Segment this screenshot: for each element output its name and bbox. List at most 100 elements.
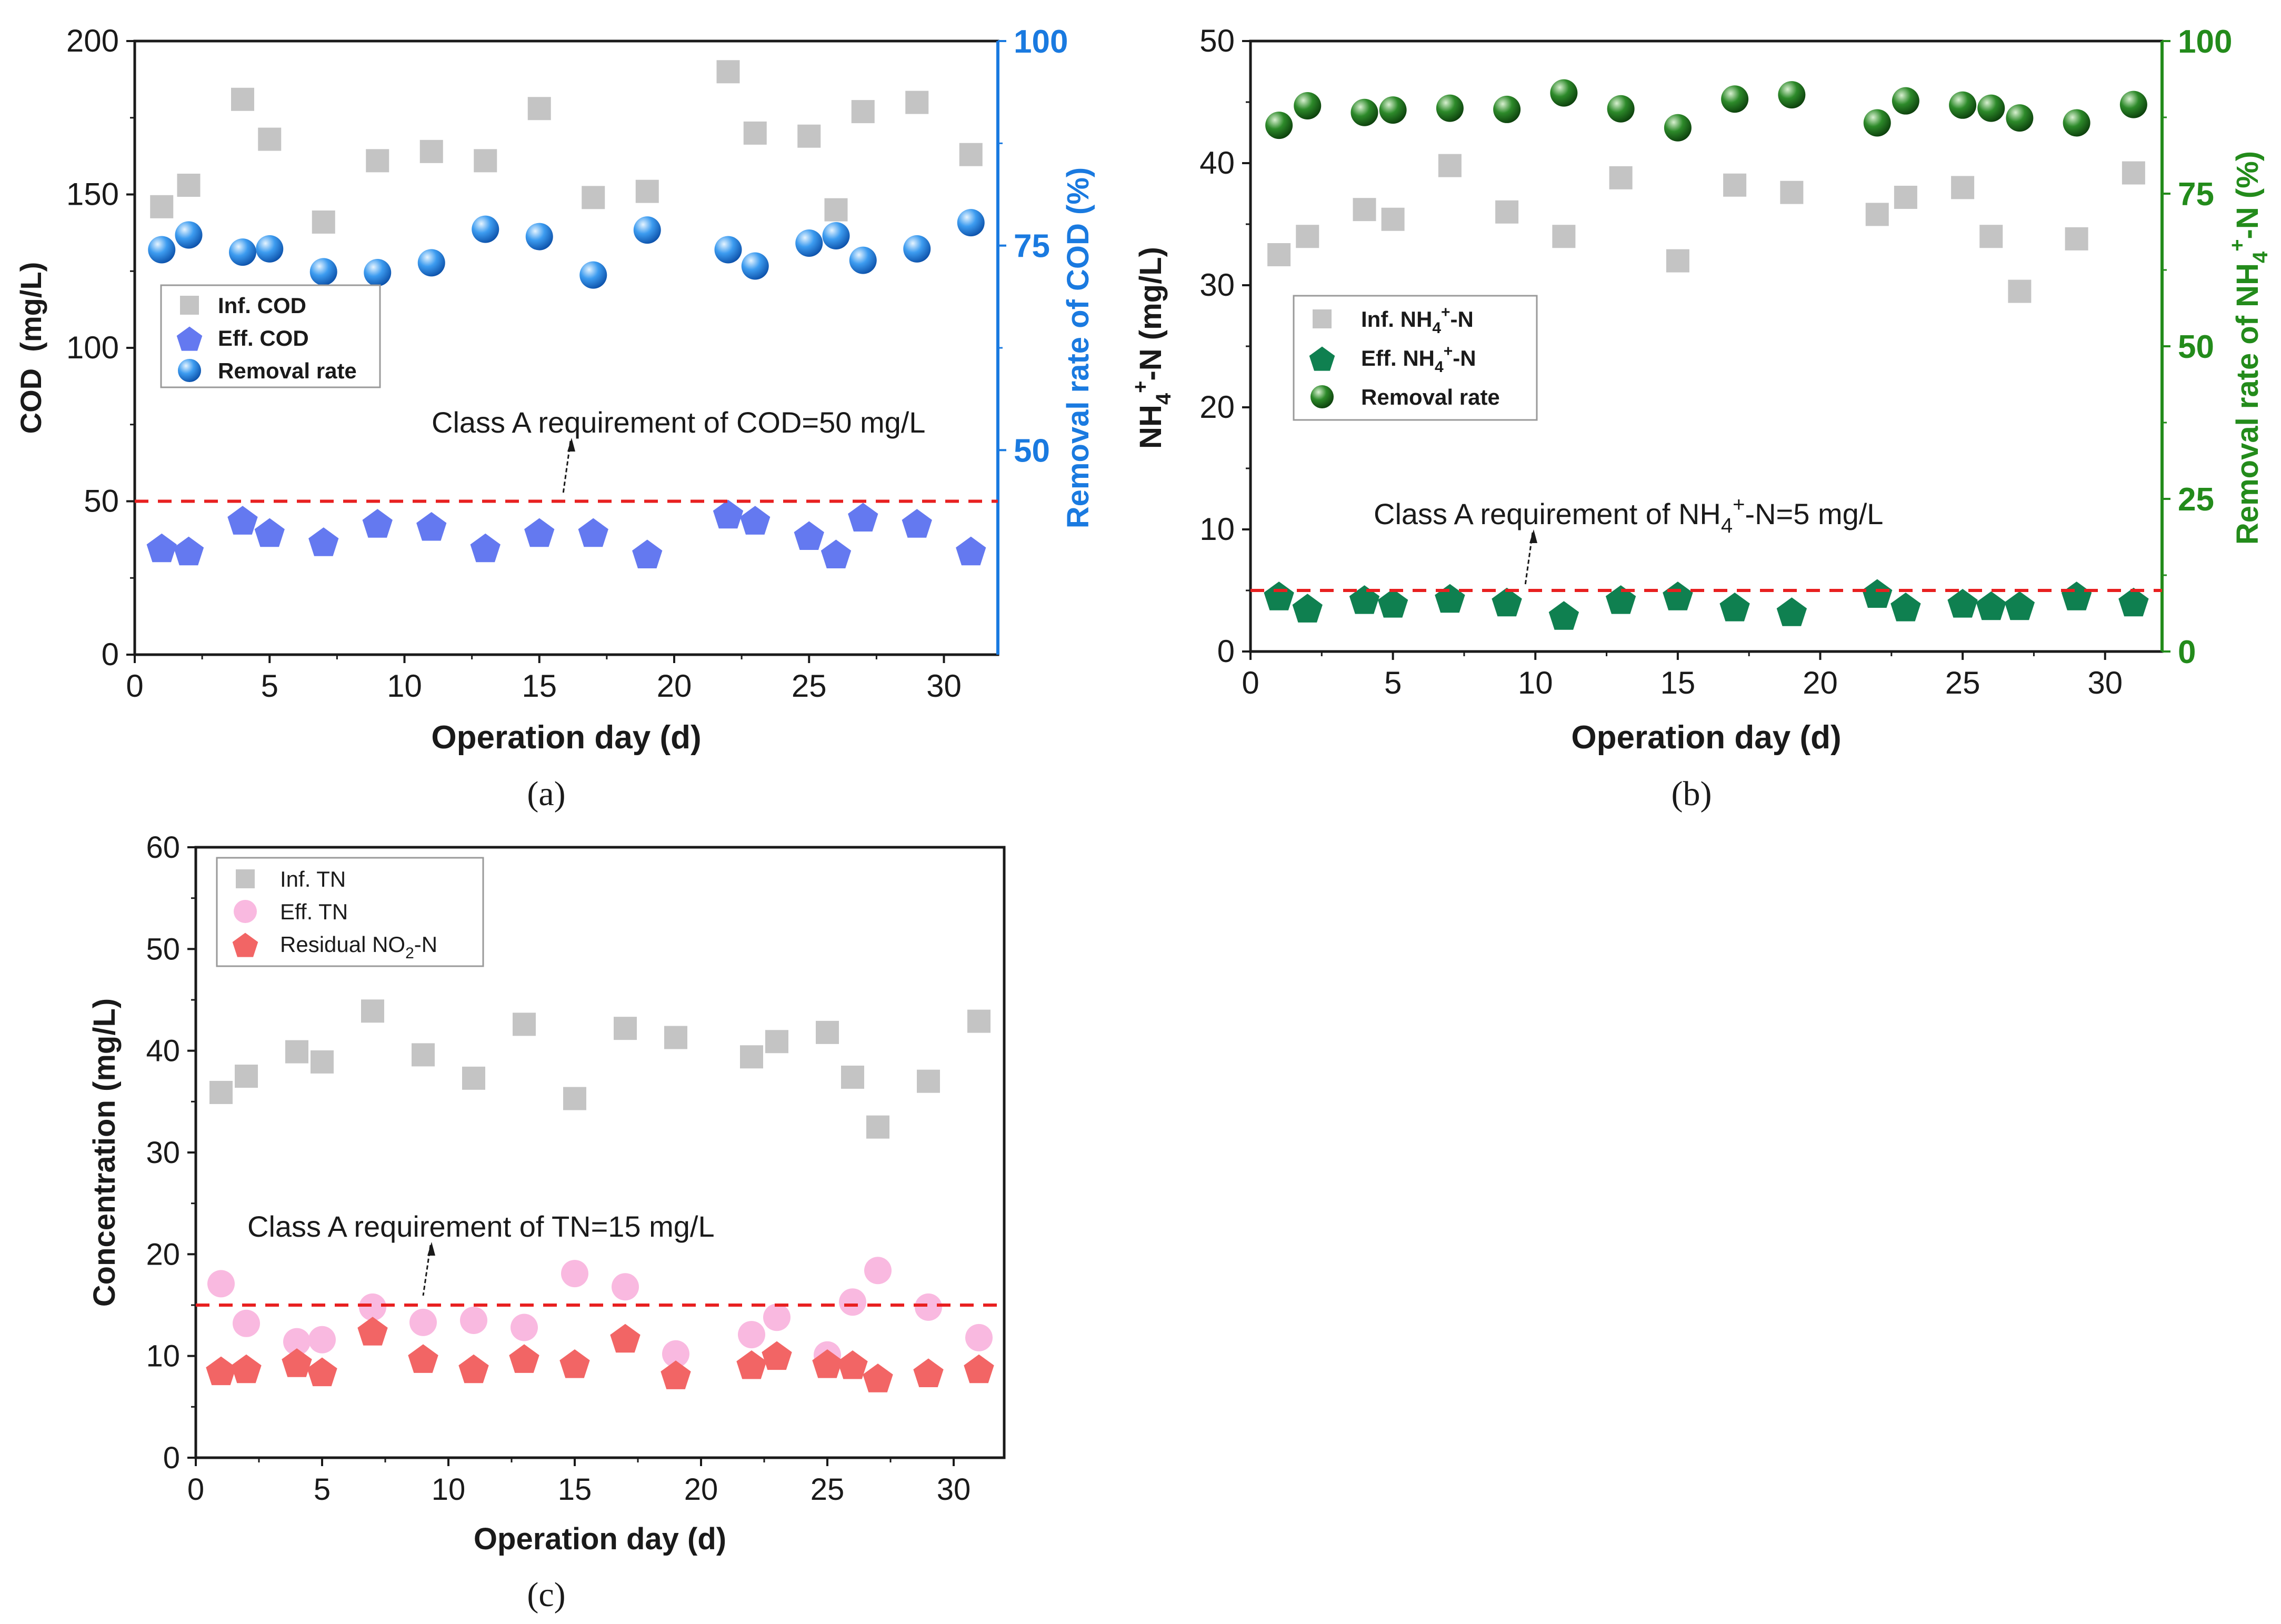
data-point-square — [462, 1066, 485, 1090]
data-point-sphere — [364, 258, 392, 286]
y2-tick-label: 25 — [2178, 482, 2214, 518]
y-tick-label: 50 — [146, 932, 180, 966]
data-point-sphere — [1977, 94, 2005, 122]
y2-tick-label: 100 — [1014, 24, 1068, 60]
y2-tick-label: 75 — [1014, 228, 1050, 265]
panel-label: (a) — [527, 775, 565, 813]
x-tick-label: 10 — [387, 668, 422, 704]
y-tick-label: 20 — [1199, 389, 1235, 425]
x-tick-label: 30 — [937, 1472, 971, 1507]
data-point-pentagon — [1947, 589, 1978, 618]
svg-text:NH4+-N (mg/L): NH4+-N (mg/L) — [1129, 247, 1175, 449]
data-point-sphere — [525, 223, 553, 250]
legend-label: Inf. COD — [218, 293, 306, 318]
data-point-square — [1296, 225, 1319, 248]
y-tick-label: 150 — [66, 177, 119, 212]
y2-tick-label: 0 — [2178, 634, 2196, 670]
y2-tick-label: 50 — [1014, 433, 1050, 469]
panel-c: 0 5 10 15 20 25 30 0 10 20 30 40 50 60 Operation day … — [87, 830, 1006, 1614]
data-point-pentagon — [2061, 582, 2092, 610]
x-tick-label: 25 — [1945, 665, 1980, 700]
data-point-square — [1267, 243, 1291, 266]
data-point-square — [412, 1043, 435, 1067]
data-point-square — [311, 1050, 334, 1074]
data-point-pentagon — [1435, 584, 1465, 613]
data-point-square — [967, 1009, 991, 1033]
data-point-circle — [612, 1273, 639, 1301]
legend-label: Eff. NH4+-N — [1361, 343, 1476, 376]
limit-arrow — [422, 1242, 435, 1296]
data-point-sphere — [256, 235, 284, 263]
data-point-square — [740, 1045, 763, 1069]
data-point-pentagon — [1976, 591, 2006, 620]
x-axis-title: Operation day (d) — [1571, 719, 1841, 756]
data-point-pentagon — [509, 1344, 539, 1373]
legend-marker-square — [180, 296, 199, 315]
data-point-pentagon — [524, 518, 555, 547]
data-point-square — [527, 97, 551, 121]
limit-annotation: Class A requirement of COD=50 mg/L — [432, 406, 925, 439]
data-point-square — [841, 1065, 864, 1089]
data-point-pentagon — [863, 1364, 893, 1392]
data-point-sphere — [1778, 81, 1806, 109]
data-point-pentagon — [964, 1354, 994, 1384]
data-point-square — [716, 60, 740, 84]
data-point-pentagon — [227, 506, 258, 535]
data-point-square — [2065, 227, 2088, 250]
legend-label: Removal rate — [1361, 385, 1500, 409]
legend-marker-circle — [234, 900, 257, 923]
data-point-pentagon — [632, 539, 663, 568]
svg-text:Class A requirement of NH4+-N=: Class A requirement of NH4+-N=5 mg/L — [1374, 493, 1883, 537]
data-point-sphere — [1949, 91, 1977, 119]
data-point-pentagon — [1292, 594, 1323, 623]
data-point-sphere — [148, 236, 176, 264]
data-point-pentagon — [821, 539, 852, 568]
data-point-square — [2122, 161, 2145, 185]
data-point-pentagon — [146, 533, 177, 563]
data-point-sphere — [1664, 114, 1692, 142]
data-point-pentagon — [173, 536, 204, 566]
data-point-pentagon — [231, 1354, 262, 1384]
data-point-sphere — [1379, 96, 1407, 124]
x-tick-label: 20 — [657, 668, 692, 704]
data-point-pentagon — [1548, 601, 1579, 630]
data-point-sphere — [579, 261, 607, 289]
data-point-pentagon — [1349, 585, 1380, 614]
data-point-pentagon — [610, 1324, 641, 1353]
data-point-sphere — [957, 209, 985, 237]
y-tick-label: 10 — [1199, 512, 1235, 547]
data-point-pentagon — [902, 509, 932, 538]
data-point-pentagon — [2118, 587, 2149, 617]
data-point-pentagon — [1377, 589, 1408, 618]
x-tick-label: 0 — [187, 1472, 204, 1507]
panel-label: (c) — [527, 1576, 565, 1614]
data-point-square — [1552, 225, 1576, 248]
data-point-square — [312, 210, 335, 234]
y-tick-label: 60 — [146, 830, 180, 865]
x-tick-label: 20 — [1803, 665, 1838, 700]
x-tick-label: 15 — [1660, 665, 1696, 700]
legend-marker-square — [236, 869, 255, 888]
data-point-square — [1951, 176, 1975, 199]
y2-tick-label: 50 — [2178, 329, 2214, 365]
legend: Inf. COD Eff. COD Removal rate — [160, 284, 381, 388]
data-point-square — [150, 195, 174, 218]
data-point-square — [797, 124, 821, 148]
data-point-square — [959, 143, 983, 166]
data-point-pentagon — [1663, 582, 1693, 610]
data-point-square — [1495, 200, 1519, 224]
data-point-sphere — [1436, 94, 1464, 122]
data-point-circle — [409, 1308, 437, 1336]
data-point-pentagon — [206, 1356, 236, 1386]
data-point-square — [917, 1069, 940, 1093]
data-point-pentagon — [794, 521, 824, 550]
data-point-square — [816, 1020, 839, 1044]
x-axis-title: Operation day (d) — [474, 1522, 726, 1556]
data-point-pentagon — [254, 518, 285, 547]
data-point-square — [513, 1013, 536, 1036]
legend-marker-sphere — [178, 359, 201, 382]
data-point-square — [866, 1115, 889, 1139]
data-point-square — [1894, 185, 1917, 209]
